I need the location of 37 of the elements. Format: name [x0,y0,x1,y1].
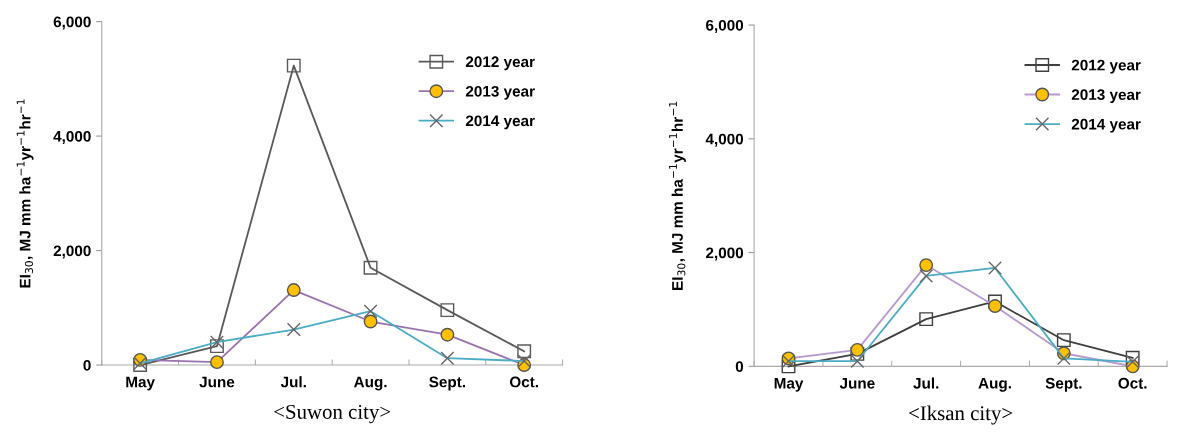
point [363,260,378,275]
point [919,312,934,327]
y-tick-label: 6,000 [53,16,91,30]
y-tick-label: 0 [735,361,744,373]
y-tick-label: 2,000 [706,247,744,261]
y-tick-label: 6,000 [706,19,744,33]
legend-label: 2013 year [465,85,535,100]
x-tick-label: May [774,378,804,392]
legend-label: 2014 year [1071,118,1141,133]
x-axis-title: <Iksan city> [909,405,1013,425]
point [517,344,532,359]
x-tick-label: Jul. [913,377,939,389]
x-tick-label: Oct. [509,376,538,388]
legend-label: 2013 year [1071,89,1141,104]
point [1056,333,1071,348]
x-tick-label: Jul. [280,376,306,388]
x-axis-title: <Suwon city> [274,404,391,424]
x-tick-label: Oct. [1118,377,1147,389]
legend-label: 2014 year [465,115,535,130]
legend-label: 2012 year [1071,59,1141,74]
x-tick-label: June [839,378,875,389]
y-axis-title: EI$_{30}$, MJ mm ha$^{−1}$yr$^{−1}$hr$^{−1}$ [16,99,34,288]
y-tick-label: 4,000 [705,133,744,147]
y-tick-label: 2,000 [53,245,91,259]
x-tick-label: June [199,376,235,388]
x-tick-label: Aug. [353,376,387,391]
legend-label: 2012 year [465,56,535,71]
y-tick-label: 0 [83,359,91,371]
x-tick-label: Aug. [978,377,1011,392]
x-tick-label: Sept. [429,376,465,391]
x-tick-label: Sept. [1045,377,1082,392]
x-tick-label: May [126,376,155,391]
y-axis-title: EI$_{30}$, MJ mm ha$^{−1}$yr$^{−1}$hr$^{−1}$ [669,101,686,290]
point [440,303,455,318]
point [286,58,301,73]
point [210,339,224,354]
y-tick-label: 4,000 [53,130,91,144]
